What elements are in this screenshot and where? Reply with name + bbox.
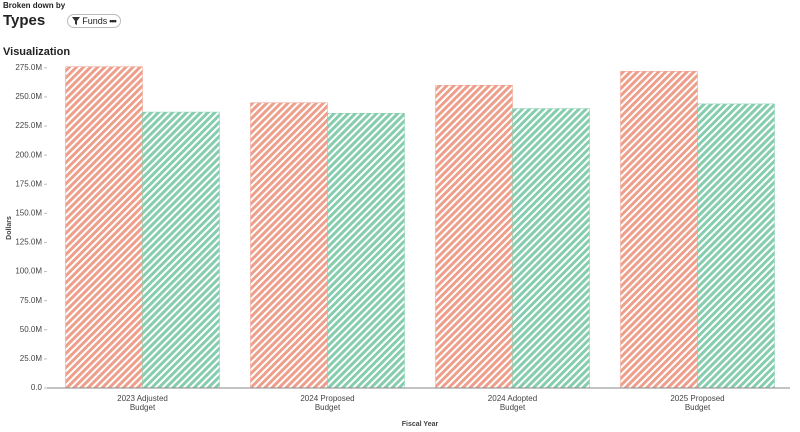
bar: [435, 85, 513, 389]
x-tick-label: 2024 Proposed Budget: [300, 394, 355, 412]
filter-label: Funds: [82, 16, 108, 26]
bar: [697, 103, 775, 389]
x-tick-label: 2023 Adjusted Budget: [117, 394, 168, 412]
y-tick-label: 250.0M: [15, 92, 42, 101]
y-tick-label: 25.0M: [20, 354, 43, 363]
y-tick-label: 200.0M: [15, 150, 42, 159]
y-tick-label: 125.0M: [15, 238, 42, 247]
x-tick-label: 2025 Proposed Budget: [670, 394, 725, 412]
bar: [512, 108, 590, 389]
bar: [65, 66, 143, 389]
bar: [142, 111, 220, 389]
y-tick-label: 50.0M: [20, 325, 43, 334]
more-icon: •••: [109, 16, 117, 26]
subtitle: Broken down by: [3, 1, 66, 10]
bar: [250, 102, 328, 389]
y-axis-label: Dollars: [6, 216, 13, 240]
filter-button[interactable]: Funds •••: [67, 14, 121, 28]
y-tick-label: 0.0: [31, 383, 43, 392]
bar: [620, 71, 698, 389]
x-axis-label: Fiscal Year: [402, 421, 439, 428]
title: Types: [3, 12, 46, 29]
y-tick-label: 175.0M: [15, 179, 42, 188]
x-tick-label: 2024 Adopted Budget: [487, 394, 538, 412]
bar: [327, 112, 405, 389]
y-tick-label: 225.0M: [15, 121, 42, 130]
y-tick-label: 75.0M: [20, 296, 43, 305]
filter-icon: [72, 17, 81, 25]
section-title: Visualization: [3, 46, 71, 58]
y-tick-label: 150.0M: [15, 208, 42, 217]
y-tick-label: 275.0M: [15, 63, 42, 72]
y-tick-label: 100.0M: [15, 267, 42, 276]
